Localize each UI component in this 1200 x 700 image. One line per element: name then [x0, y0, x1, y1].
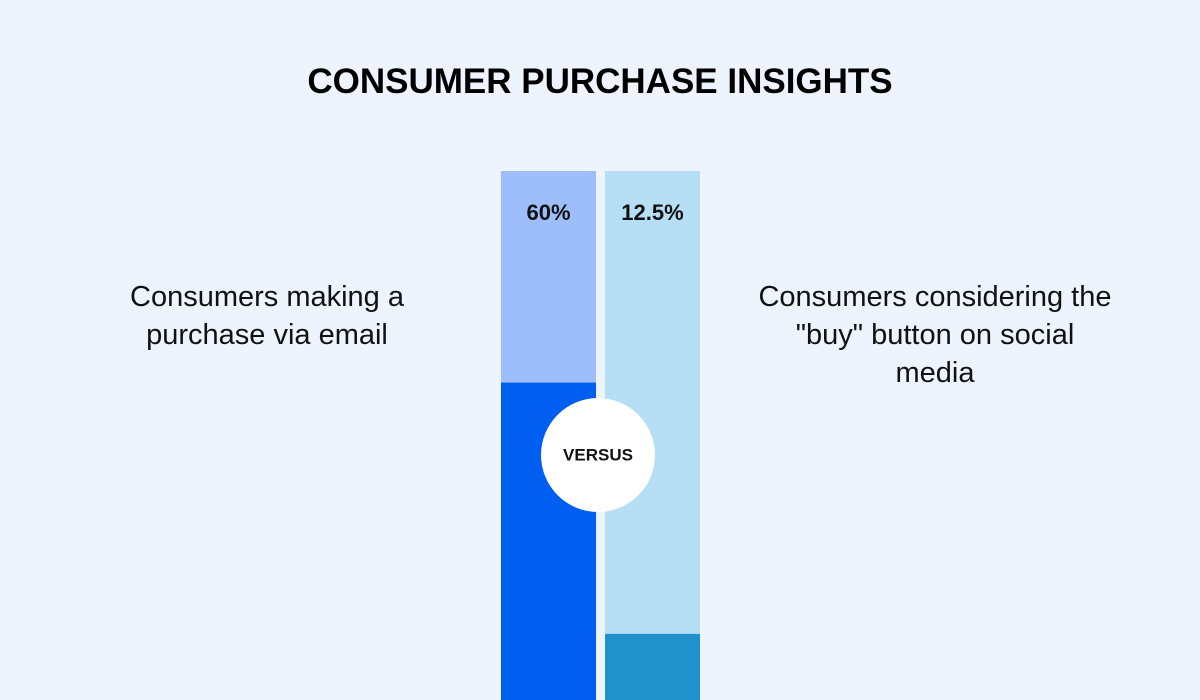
annotation: VERSUS — [563, 445, 633, 464]
versus-badge — [541, 398, 655, 512]
value-label: 12.5% — [621, 200, 683, 225]
chart-title: CONSUMER PURCHASE INSIGHTS — [307, 62, 893, 101]
bar — [605, 633, 700, 700]
category-label: Consumers considering the "buy" button o… — [758, 281, 1112, 389]
value-label: 60% — [526, 200, 570, 225]
category-label: Consumers making a purchase via email — [130, 281, 404, 351]
